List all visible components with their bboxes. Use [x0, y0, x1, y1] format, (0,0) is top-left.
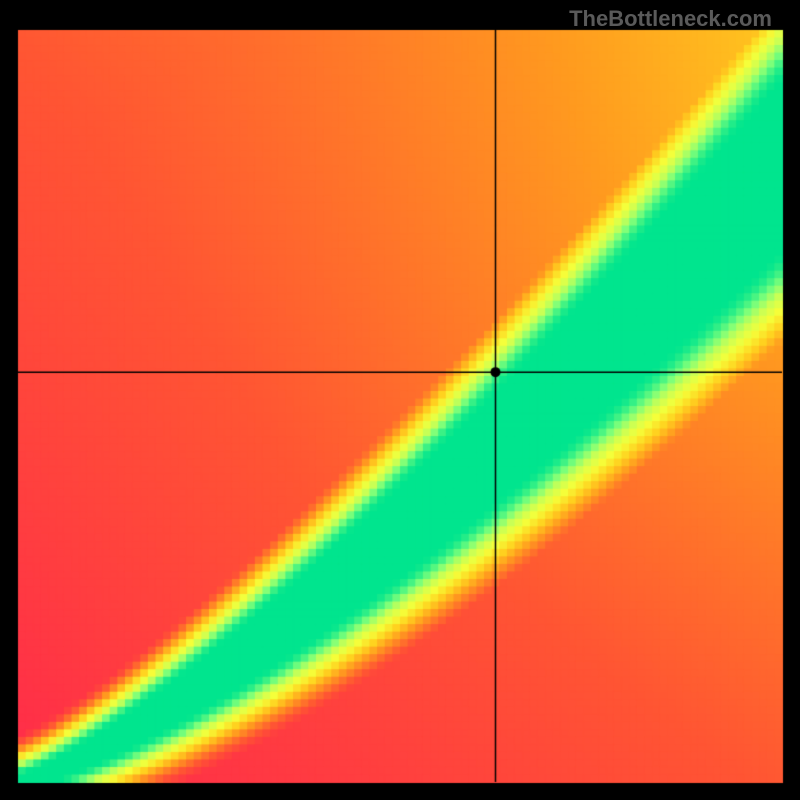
watermark-text: TheBottleneck.com [569, 6, 772, 32]
chart-container: TheBottleneck.com [0, 0, 800, 800]
heatmap-canvas [0, 0, 800, 800]
